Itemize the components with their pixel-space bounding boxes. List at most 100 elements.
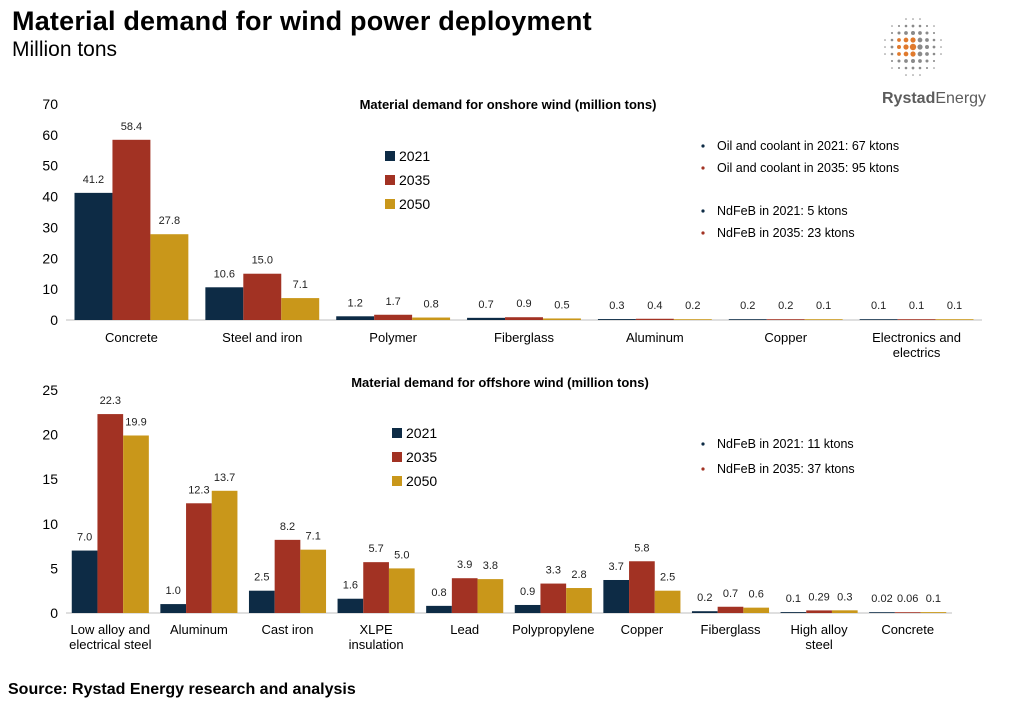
brand-logo-text: RystadEnergy: [882, 90, 986, 108]
data-label: 0.1: [909, 300, 924, 312]
globe-dot: [890, 45, 894, 49]
bar-2035: [97, 414, 124, 613]
bar-2021: [859, 319, 898, 320]
data-label: 0.29: [808, 591, 829, 603]
chart-title: Material demand for offshore wind (milli…: [351, 375, 649, 390]
legend-label-2050: 2050: [399, 196, 430, 212]
bar-2050: [477, 579, 504, 613]
globe-dot: [940, 46, 942, 48]
data-label: 1.7: [385, 296, 400, 308]
globe-dot: [917, 51, 923, 57]
category-label-line: insulation: [349, 637, 404, 652]
bar-2050: [654, 590, 681, 613]
globe-dot: [890, 59, 894, 63]
category-label-line: High alloy: [791, 622, 849, 637]
category-label: Aluminum: [170, 622, 228, 637]
globe-dot: [896, 44, 902, 50]
globe-dot: [932, 45, 936, 49]
data-label: 0.7: [723, 588, 738, 600]
bar-2035: [540, 583, 567, 613]
data-label: 22.3: [100, 395, 121, 407]
category-label-line: Cast iron: [261, 622, 313, 637]
bar-2050: [123, 435, 149, 613]
bar-2021: [337, 598, 364, 613]
bar-2050: [281, 298, 320, 320]
bar-2021: [603, 579, 630, 613]
category-label-line: electrical steel: [69, 637, 151, 652]
data-label: 2.5: [254, 572, 269, 584]
data-label: 0.9: [520, 586, 535, 598]
bar-2050: [804, 319, 843, 320]
annotation-text: Oil and coolant in 2021: 67 ktons: [717, 139, 899, 153]
annotation-text: Oil and coolant in 2035: 95 ktons: [717, 161, 899, 175]
category-label: Concrete: [105, 330, 158, 345]
globe-dot: [904, 66, 908, 70]
data-label: 0.4: [647, 300, 662, 312]
legend-label-2035: 2035: [406, 449, 437, 465]
globe-dot: [925, 38, 929, 42]
category-label: Fiberglass: [494, 330, 554, 345]
bar-2035: [629, 561, 655, 613]
category-label: Concrete: [881, 622, 934, 637]
category-label-line: Aluminum: [626, 330, 684, 345]
globe-dot: [925, 59, 929, 63]
legend-swatch-2050: [385, 199, 395, 209]
globe-dot: [940, 53, 942, 55]
globe-dot: [904, 31, 908, 35]
category-label: Low alloy and electrical steel: [69, 622, 151, 652]
data-label: 12.3: [188, 484, 209, 496]
category-label: Fiberglass: [701, 622, 761, 637]
bar-2050: [920, 612, 947, 613]
globe-dot: [925, 52, 929, 56]
category-label: Cast iron: [261, 622, 313, 637]
category-label: Electronics and electrics: [872, 330, 961, 360]
annotation-bullet: [701, 467, 705, 471]
category-label-line: electrics: [893, 345, 941, 360]
globe-dot: [925, 66, 929, 70]
globe-dot: [897, 66, 901, 70]
brand-regular: Energy: [935, 90, 987, 107]
data-label: 0.1: [786, 593, 801, 605]
data-label: 0.7: [478, 299, 493, 311]
bar-2021: [71, 550, 98, 613]
bar-2021: [691, 611, 718, 613]
bar-2021: [426, 605, 452, 613]
data-label: 5.8: [634, 542, 649, 554]
legend-label-2021: 2021: [406, 425, 437, 441]
legend-swatch-2035: [385, 175, 395, 185]
y-tick-label: 0: [50, 312, 58, 328]
globe-dot: [924, 44, 930, 50]
data-label: 1.0: [166, 585, 181, 597]
category-label: Aluminum: [626, 330, 684, 345]
data-label: 1.6: [343, 580, 358, 592]
category-label: Copper: [621, 622, 664, 637]
data-label: 0.2: [697, 592, 712, 604]
data-label: 2.8: [571, 569, 586, 581]
globe-dot: [904, 24, 908, 28]
data-label: 1.2: [348, 297, 363, 309]
data-label: 0.02: [871, 593, 892, 605]
y-tick-label: 20: [42, 427, 58, 443]
y-tick-label: 50: [42, 158, 58, 174]
y-tick-label: 0: [50, 605, 58, 621]
bar-2035: [717, 606, 744, 613]
globe-dot: [940, 39, 942, 41]
data-label: 0.1: [871, 300, 886, 312]
category-label-line: Lead: [450, 622, 479, 637]
globe-dot: [917, 44, 923, 50]
chart-title: Material demand for onshore wind (millio…: [360, 97, 657, 112]
globe-dot: [918, 24, 922, 28]
globe-dot: [919, 18, 921, 20]
bar-2021: [780, 612, 807, 613]
data-label: 5.7: [368, 543, 383, 555]
data-label: 27.8: [159, 215, 180, 227]
globe-dot: [925, 24, 929, 28]
bar-2021: [467, 317, 506, 320]
data-label: 0.2: [778, 300, 793, 312]
bar-2050: [566, 588, 592, 613]
legend-swatch-2050: [392, 476, 402, 486]
data-label: 3.8: [483, 560, 498, 572]
y-tick-label: 30: [42, 219, 58, 235]
data-label: 13.7: [214, 472, 235, 484]
category-label-line: Copper: [621, 622, 664, 637]
